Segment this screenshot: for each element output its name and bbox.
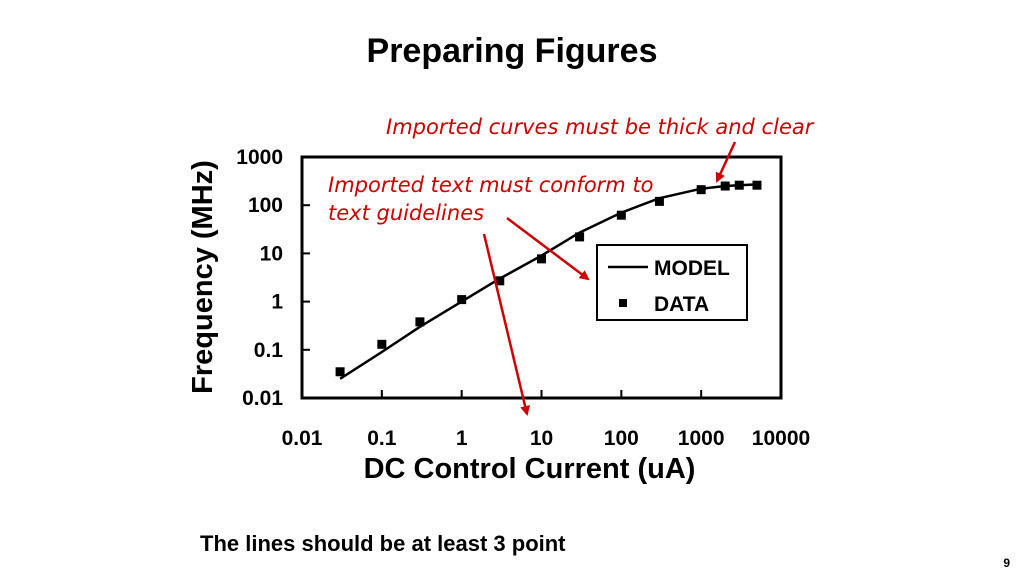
arrow-to-axis-label [482,233,531,416]
annotation-curves: Imported curves must be thick and clear [386,115,814,139]
x-tick-label: 0.01 [282,427,323,450]
y-tick-label: 10 [260,242,283,265]
slide-caption: The lines should be at least 3 point [200,531,566,556]
x-tick-label: 100 [604,427,639,450]
legend-box [596,244,748,321]
y-tick-label: 0.1 [254,339,284,362]
data-point [457,295,467,305]
legend-data-label: DATA [654,293,709,316]
arrow-to-curve [715,141,737,183]
data-point [575,232,585,242]
data-point [415,317,425,327]
y-tick-label: 1 [271,291,283,314]
annotation-text-line1: Imported text must conform to [328,173,654,197]
y-tick-label: 0.01 [242,387,283,410]
x-tick-label: 0.1 [367,427,397,450]
data-point [377,339,387,349]
data-point [752,180,762,190]
slide-title: Preparing Figures [366,32,658,70]
data-point [616,210,626,220]
x-axis-label: DC Control Current (uA) [364,453,696,485]
page-number: 9 [1003,556,1010,570]
annotation-text: Imported text must conform to text guide… [328,171,654,227]
annotation-arrows [482,141,737,416]
annotation-text-line2: text guidelines [328,201,485,225]
legend: MODEL DATA [596,244,748,321]
x-tick-label: 1000 [678,427,725,450]
y-tick-label: 1000 [236,146,283,169]
y-axis: 0.01 0.1 1 10 100 1000 [236,146,310,410]
data-point [537,254,546,264]
series-layer [335,180,762,380]
x-tick-label: 10000 [752,427,810,450]
data-point [696,185,706,195]
x-tick-label: 1 [456,427,468,450]
data-point [495,276,505,286]
x-axis: 0.01 0.1 1 10 100 1000 10000 [282,390,810,450]
data-point [654,196,664,206]
data-point [734,180,744,190]
data-point [720,181,730,191]
y-axis-label: Frequency (MHz) [187,160,219,394]
x-tick-label: 10 [530,427,553,450]
legend-data-swatch [619,299,627,307]
data-point [335,367,345,377]
arrow-to-legend [506,217,590,281]
legend-model-label: MODEL [654,257,730,280]
y-tick-label: 100 [248,194,283,217]
